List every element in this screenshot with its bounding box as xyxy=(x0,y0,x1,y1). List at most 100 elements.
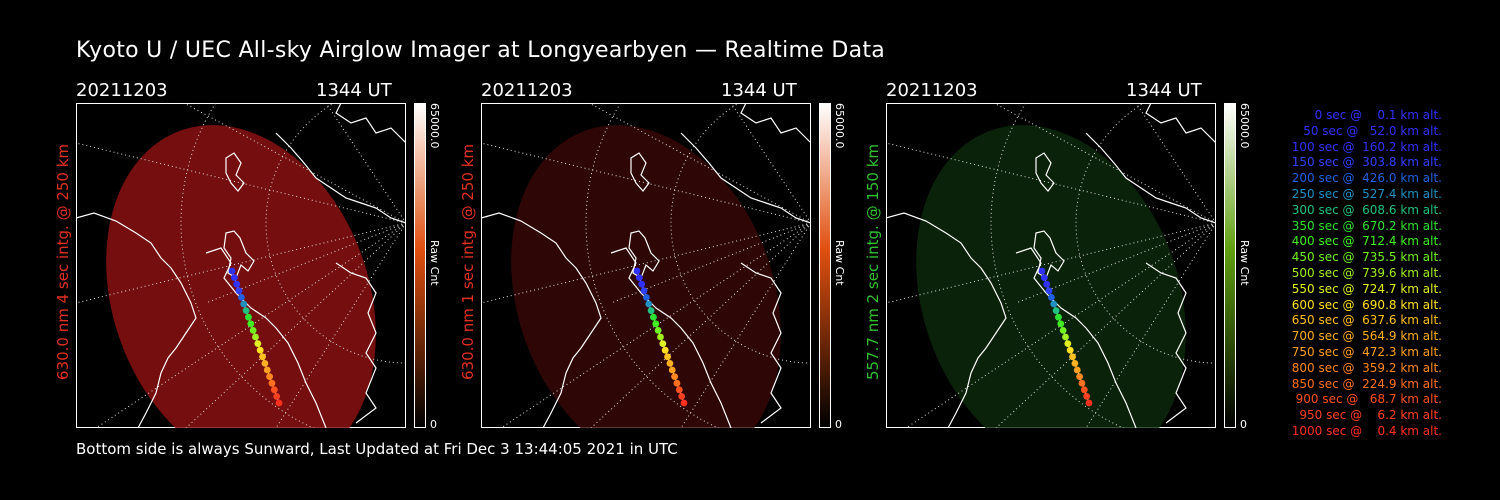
legend-entry: 100 sec @ 160.2 km alt. xyxy=(1287,139,1442,154)
panel-3-time: 1344 UT xyxy=(1126,80,1202,101)
track-point xyxy=(1073,366,1081,374)
track-point xyxy=(657,333,664,341)
panel-1-time: 1344 UT xyxy=(316,80,392,101)
panel-3-colorbar xyxy=(1224,103,1236,428)
track-point xyxy=(1059,327,1067,334)
meridian-line xyxy=(1085,222,1216,428)
coastline xyxy=(1145,262,1187,424)
legend-entry: 850 sec @ 224.9 km alt. xyxy=(1287,376,1442,391)
track-point xyxy=(1085,399,1093,407)
track-point xyxy=(238,294,245,301)
legend-entry: 0 sec @ 0.1 km alt. xyxy=(1303,108,1442,122)
track-point xyxy=(1069,353,1076,361)
coastline xyxy=(225,152,245,192)
track-point xyxy=(1055,313,1062,321)
track-point xyxy=(640,287,648,295)
panel-1-colorbar xyxy=(414,103,426,428)
legend-entry: 350 sec @ 670.2 km alt. xyxy=(1287,218,1442,233)
track-point xyxy=(252,333,259,341)
track-point xyxy=(1080,386,1088,394)
track-point xyxy=(245,313,252,321)
meridian-line xyxy=(76,222,406,304)
panel-3-colorbar-zero: 0 xyxy=(1240,418,1247,431)
track-point xyxy=(671,373,678,380)
panel-2-date: 20211203 xyxy=(481,80,573,101)
track-point xyxy=(273,393,281,400)
meridian-line xyxy=(481,222,811,304)
panel-2-colorbar-max: 65000.0 xyxy=(833,103,846,149)
track-point xyxy=(256,346,264,354)
legend-entry: 200 sec @ 426.0 km alt. xyxy=(1287,171,1442,186)
track-point xyxy=(659,340,667,347)
coastline xyxy=(1015,247,1137,428)
legend-entry: 250 sec @ 527.4 km alt. xyxy=(1287,187,1442,201)
coastline xyxy=(628,230,660,279)
track-point xyxy=(1083,393,1091,400)
track-point xyxy=(652,320,660,328)
panel-1-colorbar-max: 65000.0 xyxy=(428,103,441,149)
legend-entry: 300 sec @ 608.6 km alt. xyxy=(1287,202,1442,217)
panel-1-side-label: 630.0 nm 4 sec intg. @ 250 km xyxy=(54,143,72,380)
coastline xyxy=(1033,230,1065,279)
coastline xyxy=(76,212,197,428)
track-point xyxy=(268,379,276,387)
track-point xyxy=(235,287,243,295)
track-point xyxy=(650,313,657,321)
track-point xyxy=(647,307,655,314)
legend-entry: 700 sec @ 564.9 km alt. xyxy=(1287,329,1442,344)
track-point xyxy=(666,360,674,367)
track-point xyxy=(249,327,257,334)
legend-entry: 750 sec @ 472.3 km alt. xyxy=(1287,345,1442,359)
panel-1-colorbar-zero: 0 xyxy=(430,418,437,431)
coastline xyxy=(630,152,650,192)
legend-entry: 50 sec @ 52.0 km alt. xyxy=(1295,123,1442,138)
coastline xyxy=(1035,152,1055,192)
track-point xyxy=(242,307,250,314)
track-point xyxy=(1076,373,1083,380)
track-point xyxy=(247,320,255,328)
track-point xyxy=(230,274,238,281)
panel-2-side-label: 630.0 nm 1 sec intg. @ 250 km xyxy=(459,143,477,380)
track-point xyxy=(1048,294,1055,301)
track-point xyxy=(680,399,688,407)
coastline xyxy=(886,212,1007,428)
legend-entry: 800 sec @ 359.2 km alt. xyxy=(1287,360,1442,375)
track-point xyxy=(635,274,643,281)
meridian-line xyxy=(76,142,406,224)
track-point xyxy=(233,280,241,288)
meridian-line xyxy=(325,103,406,224)
meridian-line xyxy=(730,103,811,224)
track-point xyxy=(1045,287,1053,295)
track-point xyxy=(678,393,686,400)
track-point xyxy=(673,379,681,387)
footer-note: Bottom side is always Sunward, Last Upda… xyxy=(76,440,678,458)
coastline xyxy=(610,247,732,428)
track-point xyxy=(254,340,262,347)
track-point xyxy=(240,300,248,308)
track-point xyxy=(228,267,236,275)
legend-entry: 900 sec @ 68.7 km alt. xyxy=(1291,392,1442,407)
track-point xyxy=(275,399,283,407)
track-point xyxy=(633,267,641,275)
legend-entry: 1000 sec @ 0.4 km alt. xyxy=(1291,424,1442,438)
panel-3-date: 20211203 xyxy=(886,80,978,101)
panel-2-colorbar xyxy=(819,103,831,428)
coastline xyxy=(740,103,811,144)
track-point xyxy=(1057,320,1065,328)
track-point xyxy=(643,294,650,301)
track-point xyxy=(266,373,273,380)
panel-2-colorbar-zero: 0 xyxy=(835,418,842,431)
legend-entry: 500 sec @ 739.6 km alt. xyxy=(1287,266,1442,280)
coastline xyxy=(205,247,327,428)
track-point xyxy=(664,353,671,361)
panel-3-side-label: 557.7 nm 2 sec intg. @ 150 km xyxy=(864,143,882,380)
track-point xyxy=(1040,274,1048,281)
panel-1-map xyxy=(76,103,406,428)
panel-3-colorbar-unit: Raw Cnt xyxy=(1238,240,1251,286)
track-point xyxy=(263,366,271,374)
meridian-line xyxy=(275,222,406,428)
panel-2-time: 1344 UT xyxy=(721,80,797,101)
legend-entry: 950 sec @ 6.2 km alt. xyxy=(1295,408,1442,423)
meridian-line xyxy=(886,142,1216,224)
coastline xyxy=(223,230,255,279)
